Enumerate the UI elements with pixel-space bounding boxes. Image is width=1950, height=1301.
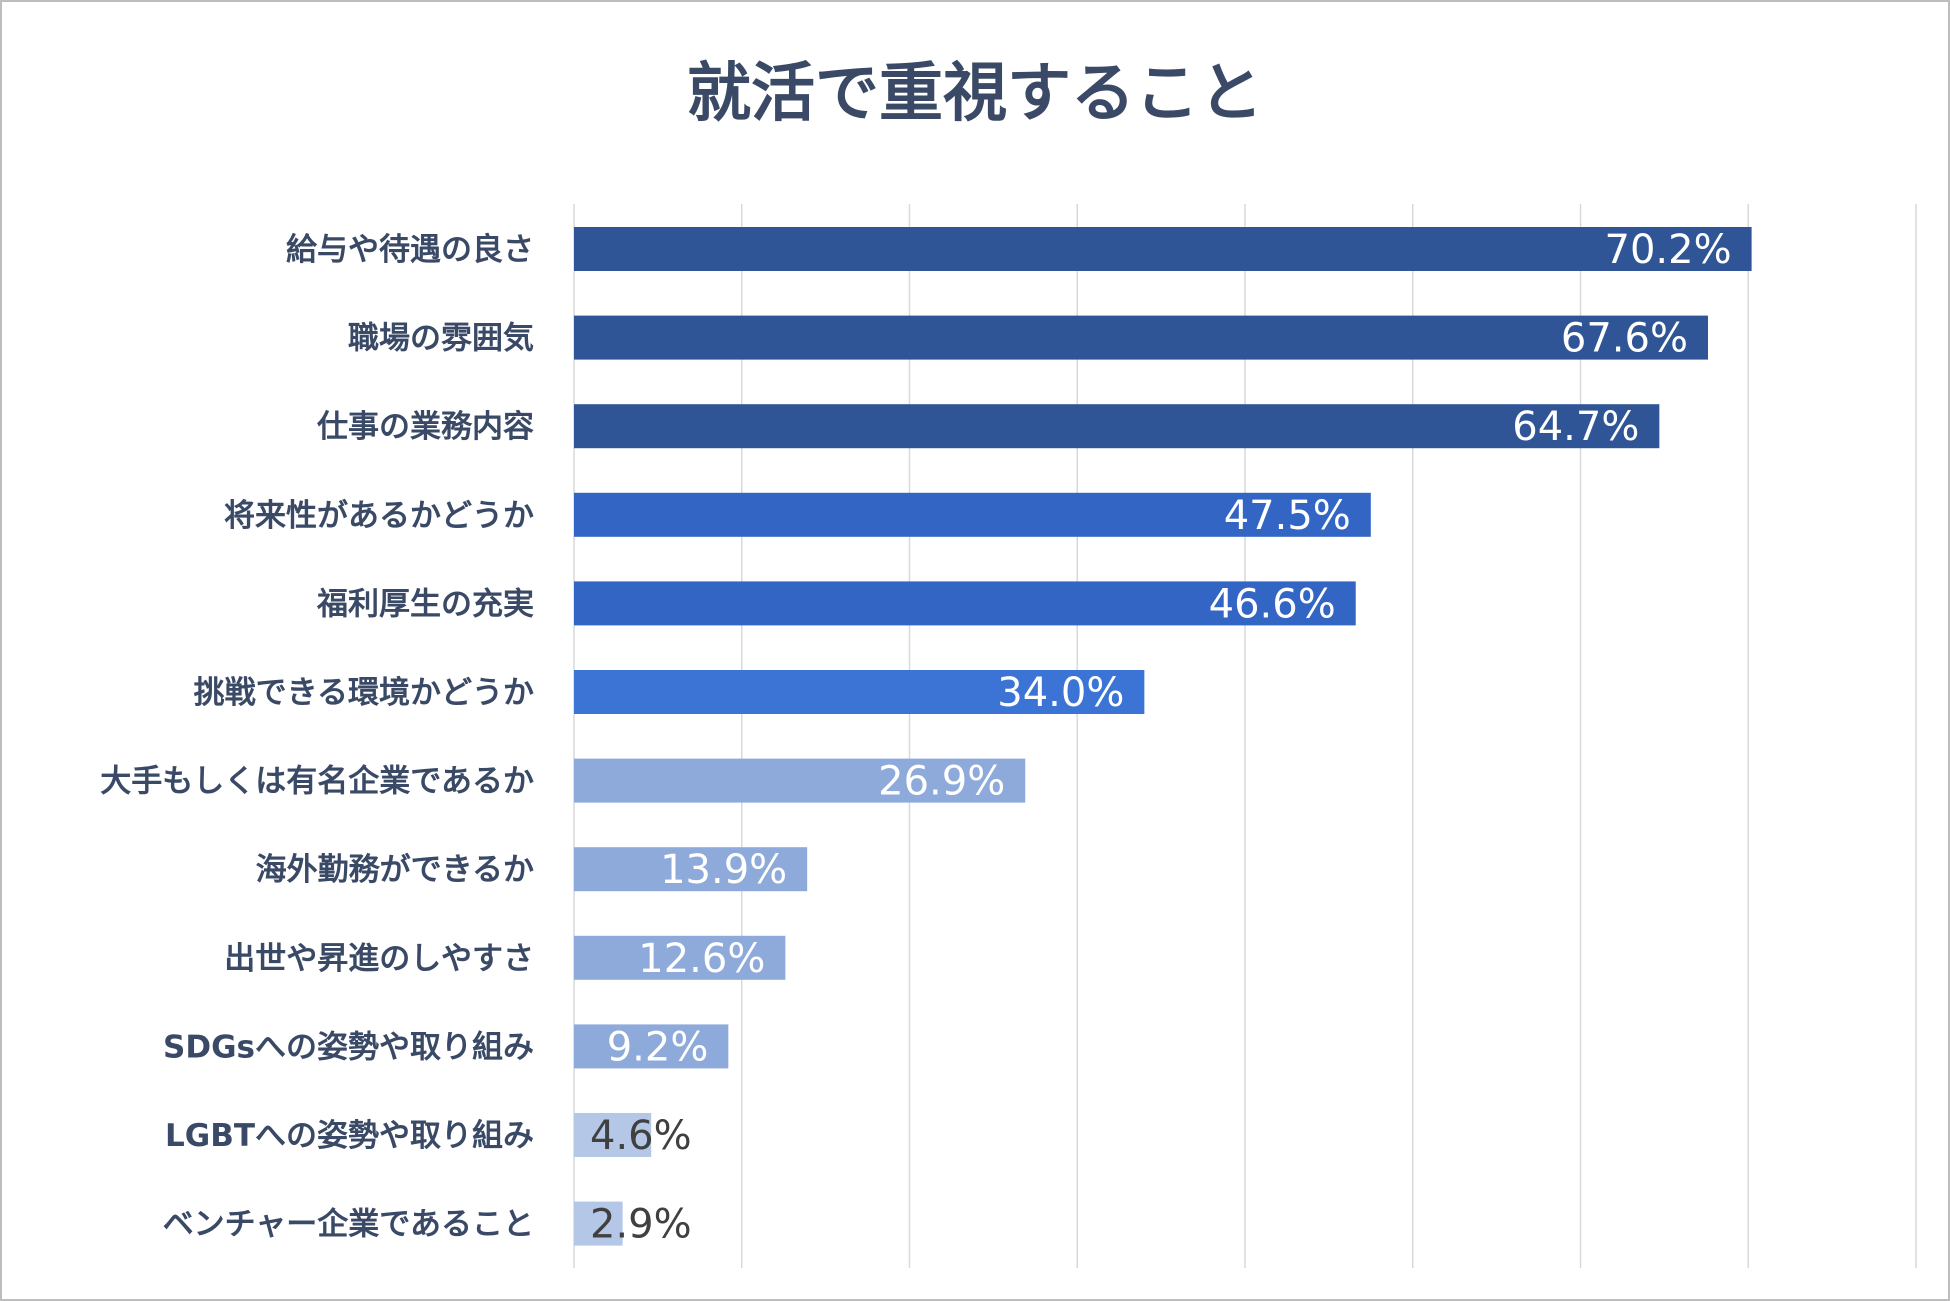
chart-title: 就活で重視すること — [687, 57, 1263, 131]
category-label: 挑戦できる環境かどうか — [194, 675, 534, 711]
category-label: 給与や待遇の良さ — [286, 232, 534, 268]
data-label: 46.6% — [1209, 581, 1336, 627]
bar — [574, 581, 1356, 626]
bar — [574, 758, 1026, 803]
category-label: ベンチャー企業であること — [163, 1207, 534, 1243]
bar — [574, 847, 808, 892]
category-label: 海外勤務ができるか — [256, 852, 534, 888]
data-label: 2.9% — [590, 1202, 692, 1248]
category-label: 福利厚生の充実 — [316, 586, 534, 622]
category-label: LGBTへの姿勢や取り組み — [165, 1118, 534, 1154]
bar — [574, 935, 786, 980]
bar — [574, 1201, 623, 1246]
bar — [574, 404, 1660, 449]
category-label: 出世や昇進のしやすさ — [224, 941, 534, 977]
bar — [574, 315, 1708, 360]
data-label: 9.2% — [607, 1024, 709, 1070]
category-label: 職場の雰囲気 — [348, 321, 534, 357]
bar — [574, 227, 1752, 271]
data-label: 4.6% — [590, 1113, 692, 1159]
category-label: 仕事の業務内容 — [317, 409, 534, 445]
category-labels: 給与や待遇の良さ職場の雰囲気仕事の業務内容将来性があるかどうか福利厚生の充実挑戦… — [100, 232, 534, 1243]
data-label: 34.0% — [997, 670, 1124, 716]
bars — [574, 227, 1752, 1246]
data-label: 13.9% — [660, 847, 787, 893]
data-label: 70.2% — [1605, 227, 1732, 273]
category-label: 将来性があるかどうか — [224, 498, 534, 534]
gridlines — [573, 204, 1917, 1268]
data-label: 67.6% — [1561, 316, 1688, 362]
bar — [574, 1024, 729, 1069]
bar — [574, 670, 1145, 714]
data-label: 64.7% — [1512, 404, 1639, 450]
data-label: 47.5% — [1224, 493, 1351, 539]
data-label: 26.9% — [878, 759, 1005, 805]
data-label: 12.6% — [638, 936, 765, 982]
category-label: 大手もしくは有名企業であるか — [100, 764, 534, 800]
category-label: SDGsへの姿勢や取り組み — [163, 1029, 534, 1065]
data-labels: 70.2% 67.6% 64.7% 47.5% 46.6% 34.0% 26.9% 13.9%… — [590, 227, 1732, 1248]
bar — [574, 1113, 652, 1157]
bar — [574, 492, 1371, 537]
